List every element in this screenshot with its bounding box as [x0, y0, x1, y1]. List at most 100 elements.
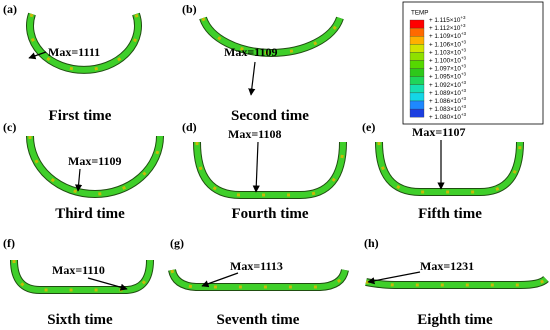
panel: (e) Max=1107 Fifth time [362, 120, 524, 222]
legend-label: + 1.103×10+3 [429, 48, 467, 56]
max-label: Max=1107 [412, 125, 466, 139]
panel-label: (f) [3, 236, 15, 250]
arrow [87, 277, 128, 291]
arrow [252, 141, 260, 193]
panel-label: (d) [182, 120, 197, 134]
legend-label-text: + 1.083×10 [429, 106, 461, 113]
caption: Sixth time [47, 312, 113, 328]
max-label: Max=1110 [52, 263, 105, 277]
legend-title: TEMP [411, 10, 429, 17]
legend-label: + 1.115×10+3 [429, 15, 466, 23]
legend-label: + 1.100×10+3 [429, 56, 467, 64]
panel: (b) Max=1109 Second time [182, 2, 344, 124]
legend-label: + 1.089×10+3 [429, 88, 467, 96]
panel: (a) Max=1111 First time [3, 2, 142, 124]
panel: (d) Max=1108 Fourth time [182, 120, 347, 222]
ring-hotspots [28, 135, 162, 196]
legend-label-text: + 1.109×10 [429, 33, 461, 40]
max-label: Max=1108 [228, 127, 282, 141]
legend-label-text: + 1.080×10 [429, 114, 461, 121]
legend-label-exp: +3 [460, 23, 466, 28]
legend-swatch [409, 60, 425, 69]
legend-label: + 1.083×10+3 [429, 104, 467, 112]
arrow [201, 272, 239, 288]
legend-label-exp: +3 [461, 56, 467, 61]
ring [194, 141, 346, 198]
arrow [28, 51, 47, 60]
legend-swatch [409, 76, 425, 85]
panel: (h) Max=1231 Eighth time [364, 236, 549, 328]
ring-outline [375, 141, 524, 196]
legend-label: + 1.112×10+3 [429, 23, 466, 31]
legend-label-exp: +3 [461, 31, 467, 36]
legend-label-text: + 1.115×10 [429, 17, 461, 24]
legend-swatch [409, 44, 425, 53]
ring [169, 269, 348, 290]
caption: Third time [55, 206, 125, 222]
legend-label-exp: +3 [461, 80, 467, 85]
ring-hotspots [365, 277, 548, 287]
caption: Fourth time [231, 206, 308, 222]
legend-label-text: + 1.089×10 [429, 90, 461, 97]
panel: (g) Max=1113 Seventh time [168, 236, 349, 328]
legend-label-text: + 1.092×10 [429, 81, 461, 88]
legend-label-text: + 1.086×10 [429, 98, 461, 105]
arrow [367, 271, 421, 285]
max-label: Max=1109 [68, 154, 122, 168]
legend-swatch [409, 100, 425, 110]
arrow [75, 168, 83, 192]
ring-outline [26, 12, 142, 74]
panel-label: (a) [3, 2, 17, 16]
max-label: Max=1113 [230, 259, 283, 273]
legend-label: + 1.086×10+3 [429, 96, 467, 104]
legend-label-exp: +3 [461, 48, 467, 53]
panel: (c) Max=1109 Third time [3, 120, 164, 222]
caption: First time [49, 108, 112, 124]
ring [200, 16, 343, 56]
legend-label-text: + 1.112×10 [429, 25, 461, 32]
caption: Seventh time [217, 312, 300, 328]
max-label: Max=1109 [224, 45, 278, 59]
legend-label: + 1.097×10+3 [429, 64, 467, 72]
caption: Fifth time [418, 206, 482, 222]
legend-label: + 1.109×10+3 [429, 31, 467, 39]
ring [27, 13, 141, 73]
legend-swatch [409, 19, 425, 29]
legend-label-text: + 1.095×10 [429, 73, 461, 80]
legend-swatch [409, 36, 425, 45]
legend-label-exp: +3 [461, 39, 467, 44]
panel-label: (h) [364, 236, 379, 250]
legend-swatch [409, 68, 425, 77]
legend-swatch [409, 108, 425, 118]
legend-label-exp: +3 [461, 96, 467, 101]
legend-label-exp: +3 [461, 64, 467, 69]
legend-swatch [409, 27, 425, 37]
max-label: Max=1231 [420, 259, 474, 273]
ring [11, 259, 153, 293]
legend-swatch [409, 92, 425, 102]
legend-label: + 1.092×10+3 [429, 80, 467, 88]
legend-label: + 1.080×10+3 [429, 112, 467, 120]
legend-label-text: + 1.103×10 [429, 49, 461, 56]
max-label: Max=1111 [48, 45, 100, 59]
legend-label: + 1.106×10+3 [429, 39, 467, 47]
panel-label: (g) [170, 236, 184, 250]
ring-hotspots [377, 141, 522, 194]
panel-label: (c) [3, 120, 16, 134]
panel: (f) Max=1110 Sixth time [3, 236, 154, 328]
legend-label-exp: +3 [461, 104, 467, 109]
legend-label-text: + 1.106×10 [429, 41, 461, 48]
legend-box [402, 1, 544, 125]
arrow [248, 61, 256, 96]
legend-label-exp: +3 [461, 72, 467, 77]
ring-outline [193, 141, 347, 199]
caption: Second time [231, 108, 309, 124]
legend-label: + 1.095×10+3 [429, 72, 467, 80]
caption: Eighth time [417, 312, 493, 328]
legend-swatch [409, 84, 425, 94]
legend-label-exp: +3 [461, 88, 467, 93]
legend-label-text: + 1.097×10 [429, 65, 461, 72]
legend-label-text: + 1.100×10 [429, 57, 461, 64]
panel-label: (b) [182, 2, 197, 16]
